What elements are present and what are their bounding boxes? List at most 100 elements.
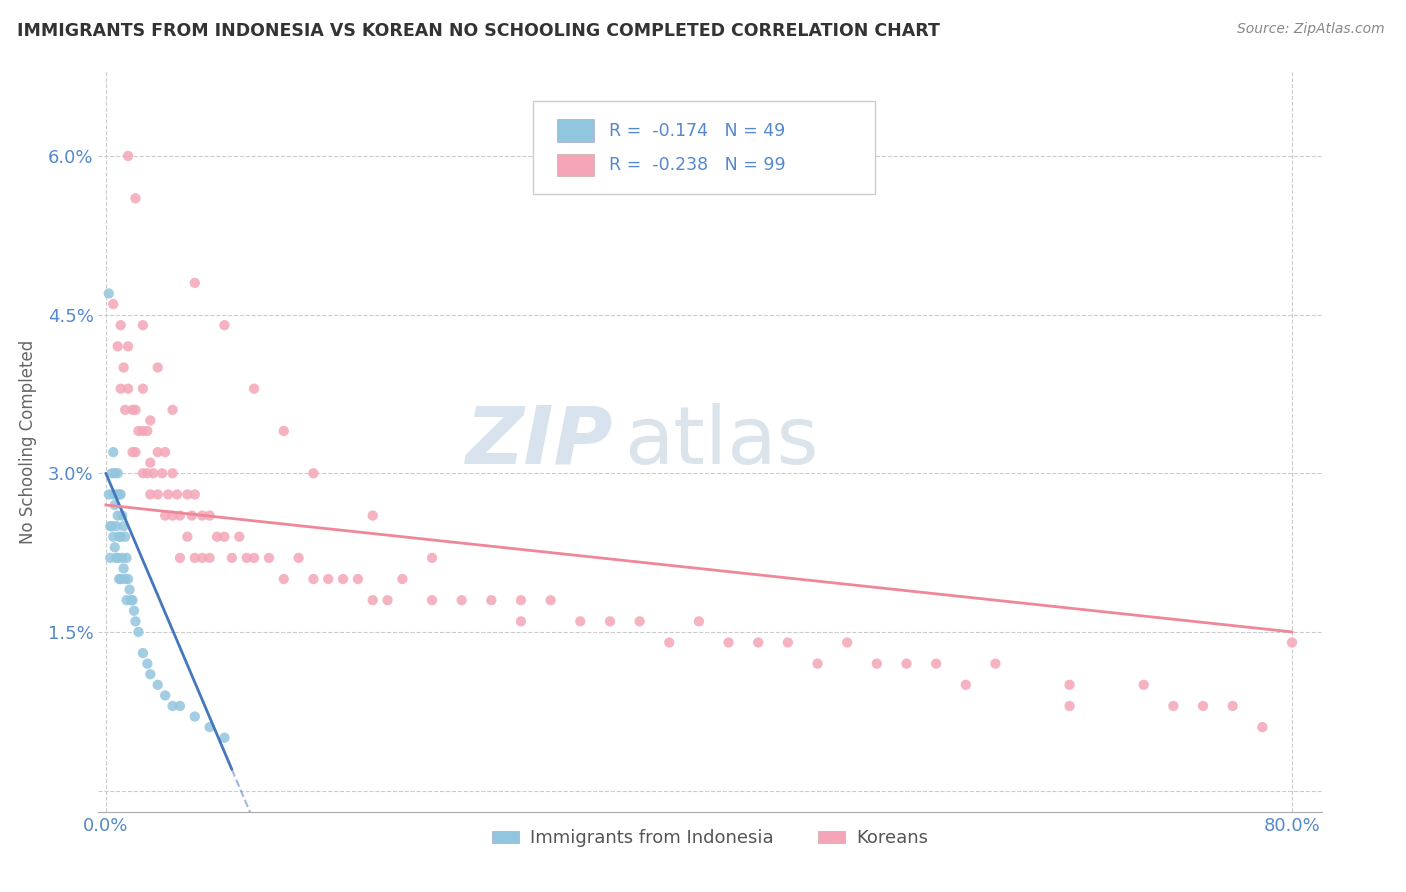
Point [162,402,184,417]
Point [1192,698,1215,713]
Point [107,339,129,353]
Point [100,519,122,533]
Point [146,360,169,375]
Point [117,572,139,586]
Point [121,445,143,459]
Point [110,572,132,586]
Point [115,593,138,607]
Point [132,318,155,333]
Point [97,286,120,301]
Point [896,657,918,671]
Point [176,487,198,501]
Point [191,508,214,523]
Point [104,498,127,512]
Point [243,550,266,565]
Point [98,550,121,565]
Text: atlas: atlas [624,402,818,481]
Point [132,467,155,481]
Point [198,720,221,734]
Point [110,487,132,501]
Point [776,635,799,649]
Point [150,467,173,481]
Legend: Immigrants from Indonesia, Koreans: Immigrants from Indonesia, Koreans [485,822,935,855]
Point [132,424,155,438]
Point [107,508,129,523]
Point [110,318,132,333]
Point [214,530,236,544]
Point [98,519,121,533]
Point [111,550,134,565]
Point [111,508,134,523]
Point [169,508,191,523]
Point [112,519,135,533]
Point [273,572,295,586]
Point [100,467,122,481]
Point [136,657,159,671]
Point [166,487,188,501]
Point [107,550,129,565]
Point [984,657,1007,671]
Point [107,467,129,481]
Point [120,593,142,607]
Point [717,635,740,649]
Point [114,530,136,544]
Point [420,550,443,565]
Point [391,572,413,586]
Point [1059,698,1081,713]
Point [479,593,502,607]
Point [1251,720,1274,734]
Point [146,445,169,459]
Point [420,593,443,607]
Point [124,445,146,459]
Point [139,667,162,681]
Point [243,382,266,396]
Point [1281,635,1303,649]
Point [112,360,135,375]
Point [162,698,184,713]
Point [117,382,139,396]
Point [925,657,948,671]
Point [235,550,257,565]
Point [103,487,125,501]
Point [198,508,221,523]
Point [139,487,162,501]
Point [162,467,184,481]
Point [688,615,710,629]
Point [176,530,198,544]
Bar [557,154,593,177]
Point [302,572,325,586]
Point [124,191,146,205]
Point [108,530,131,544]
Point [146,487,169,501]
Point [112,561,135,575]
Point [837,635,859,649]
Point [121,593,143,607]
Point [316,572,339,586]
Point [1222,698,1244,713]
Point [347,572,370,586]
Point [510,593,533,607]
Text: ZIP: ZIP [465,402,612,481]
Point [118,582,141,597]
Point [105,487,128,501]
Point [114,572,136,586]
Point [136,424,159,438]
Point [108,487,131,501]
Point [205,530,228,544]
Point [1132,678,1154,692]
Point [103,445,125,459]
Point [184,487,207,501]
Point [184,276,207,290]
Point [136,467,159,481]
Point [132,646,155,660]
Point [866,657,889,671]
Point [361,508,384,523]
Point [110,382,132,396]
Point [169,550,191,565]
Point [191,550,214,565]
Point [142,467,165,481]
Point [153,508,176,523]
Point [214,318,236,333]
Point [361,593,384,607]
Text: IMMIGRANTS FROM INDONESIA VS KOREAN NO SCHOOLING COMPLETED CORRELATION CHART: IMMIGRANTS FROM INDONESIA VS KOREAN NO S… [17,22,939,40]
